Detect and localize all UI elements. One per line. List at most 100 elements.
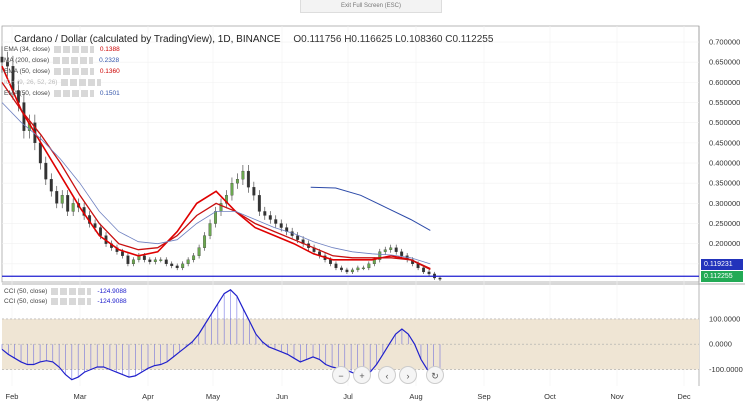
price-tick-label: 0.250000	[709, 219, 740, 228]
candle-body	[203, 235, 207, 248]
candle-body	[350, 269, 354, 273]
candle-body	[438, 277, 442, 280]
price-tick-label: 0.400000	[709, 159, 740, 168]
candle-body	[339, 267, 343, 271]
exit-fullscreen-hint[interactable]: Exit Full Screen (ESC)	[300, 0, 442, 13]
cci-controls[interactable]	[51, 288, 92, 295]
cci-value: -124.9088	[97, 298, 127, 305]
zoom-out-button[interactable]: −	[332, 366, 350, 384]
candle-body	[159, 259, 163, 261]
candle-body	[274, 219, 278, 224]
indicator-legend-row[interactable]: EMA (34, close) 0.1388	[4, 46, 120, 53]
candle-body	[268, 215, 272, 220]
indicator-legend-row[interactable]: EMA (50, close) 0.1501	[4, 90, 120, 97]
indicator-controls[interactable]	[53, 90, 94, 97]
candle-body	[164, 259, 168, 265]
candle-body	[422, 267, 426, 273]
candle-body	[71, 203, 75, 212]
cci-label: CCI (50, close)	[4, 298, 48, 305]
chart-title: Cardano / Dollar (calculated by TradingV…	[14, 34, 493, 45]
candle-body	[0, 56, 4, 63]
candle-body	[214, 211, 217, 224]
crosshair-price-badge: 0.119231	[701, 259, 743, 270]
last-price-badge: 0.112255	[701, 271, 743, 282]
candle-body	[170, 263, 174, 267]
candle-body	[241, 170, 245, 180]
indicator-controls[interactable]	[53, 57, 94, 64]
price-tick-label: 0.500000	[709, 118, 740, 127]
price-tick-label: 0.200000	[709, 239, 740, 248]
candle-body	[257, 195, 261, 212]
time-tick-label: Oct	[544, 392, 557, 401]
cci-tick-label: 0.0000	[709, 340, 732, 349]
indicator-label: ICH (9, 26, 52, 26)	[4, 79, 58, 86]
candle-body	[55, 191, 59, 204]
price-tick-label: 0.550000	[709, 98, 740, 107]
candle-body	[142, 255, 146, 260]
candle-body	[356, 267, 360, 271]
cci-legend-row[interactable]: CCI (50, close) -124.9088	[4, 288, 127, 295]
price-tick-label: 0.350000	[709, 179, 740, 188]
cci-tick-label: -100.0000	[709, 365, 743, 374]
ma-line	[1, 65, 431, 270]
time-tick-label: Jun	[276, 392, 288, 401]
indicator-legend-row[interactable]: MA (200, close) 0.2328	[4, 57, 119, 64]
candle-body	[181, 263, 185, 269]
indicator-legend-row[interactable]: ICH (9, 26, 52, 26)	[4, 79, 107, 86]
candle-body	[329, 259, 332, 265]
reset-chart-button[interactable]: ↻	[426, 366, 444, 384]
high-value: H0.116625	[344, 34, 393, 45]
cci-label: CCI (50, close)	[4, 288, 48, 295]
candle-body	[372, 259, 376, 265]
scroll-right-button[interactable]: ›	[399, 366, 417, 384]
candle-body	[345, 269, 349, 273]
ma-line	[1, 82, 431, 271]
indicator-legend-row[interactable]: EMA (50, close) 0.1360	[4, 68, 120, 75]
indicator-value: 0.1388	[99, 46, 120, 53]
price-tick-label: 0.600000	[709, 78, 740, 87]
candle-body	[126, 255, 130, 265]
open-value: O0.111756	[293, 34, 342, 45]
candle-body	[66, 195, 70, 212]
indicator-controls[interactable]	[61, 79, 102, 86]
candle-body	[99, 227, 102, 236]
candle-body	[93, 223, 97, 228]
candle-body	[197, 247, 201, 256]
candle-body	[367, 263, 371, 269]
scroll-left-button[interactable]: ‹	[378, 366, 396, 384]
candle-body	[192, 255, 196, 260]
time-tick-label: Mar	[74, 392, 87, 401]
candle-body	[427, 271, 431, 275]
candle-body	[235, 179, 239, 184]
candle-body	[400, 251, 404, 256]
time-tick-label: Feb	[6, 392, 19, 401]
price-tick-label: 0.650000	[709, 58, 740, 67]
ma-line	[1, 102, 431, 265]
candle-body	[378, 251, 382, 260]
candle-body	[225, 195, 228, 204]
price-tick-label: 0.450000	[709, 138, 740, 147]
indicator-controls[interactable]	[53, 46, 94, 53]
zoom-in-button[interactable]: +	[353, 366, 371, 384]
price-tick-label: 0.700000	[709, 38, 740, 47]
candle-body	[208, 223, 212, 236]
candle-body	[361, 267, 365, 270]
cci-legend-row[interactable]: CCI (50, close) -124.9088	[4, 298, 127, 305]
indicator-label: EMA (34, close)	[4, 46, 50, 53]
candle-body	[383, 249, 387, 252]
indicator-value: 0.1501	[99, 90, 120, 97]
indicator-label: EMA (50, close)	[4, 90, 50, 97]
time-tick-label: May	[206, 392, 220, 401]
candle-body	[252, 187, 256, 196]
cci-value: -124.9088	[97, 288, 127, 295]
indicator-controls[interactable]	[53, 68, 94, 75]
candle-body	[60, 195, 64, 204]
low-value: L0.108360	[395, 34, 443, 45]
candle-body	[186, 259, 190, 265]
indicator-label: EMA (50, close)	[4, 68, 50, 75]
candle-body	[153, 259, 157, 262]
candle-body	[334, 263, 338, 269]
cci-controls[interactable]	[51, 298, 92, 305]
time-tick-label: Sep	[477, 392, 490, 401]
